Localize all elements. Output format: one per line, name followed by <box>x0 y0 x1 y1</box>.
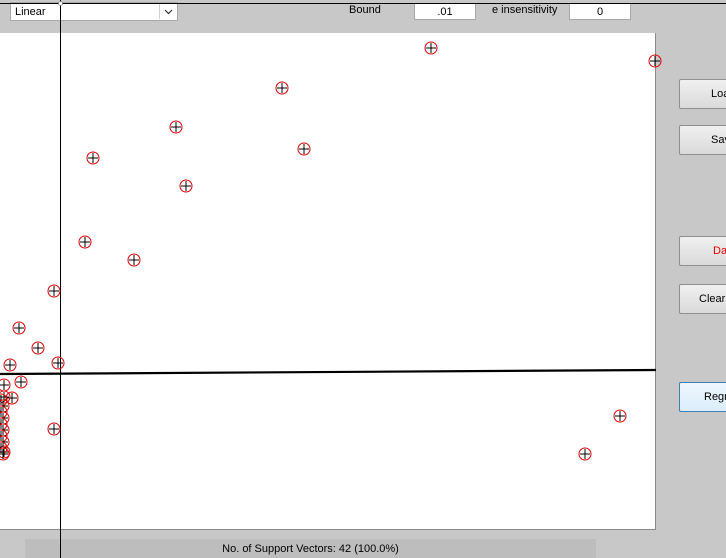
data-point-marker <box>127 253 141 267</box>
save-button[interactable]: Save <box>679 125 726 155</box>
epsilon-label: e insensitivity <box>492 4 558 16</box>
regress-button[interactable]: Regress <box>679 382 726 412</box>
data-point-marker <box>47 422 61 436</box>
data-point-marker <box>51 356 65 370</box>
data-point-marker <box>78 235 92 249</box>
data-point-marker <box>31 341 45 355</box>
status-bar: No. of Support Vectors: 42 (100.0%) <box>25 539 596 558</box>
data-point-marker <box>0 378 11 392</box>
clear-button[interactable]: Clear <box>679 284 726 314</box>
kernel-select[interactable]: Linear <box>10 2 178 21</box>
load-button[interactable]: Load <box>679 79 726 109</box>
data-points <box>0 41 662 461</box>
data-point-marker <box>14 375 28 389</box>
data-point-marker <box>275 81 289 95</box>
data-point-marker <box>179 179 193 193</box>
data-point-marker <box>169 120 183 134</box>
data-button[interactable]: Data <box>679 236 726 266</box>
data-point-marker <box>613 409 627 423</box>
kernel-select-value: Linear <box>15 5 46 18</box>
bound-label: Bound <box>349 4 381 16</box>
data-point-marker <box>12 321 26 335</box>
data-point-marker <box>5 391 19 405</box>
data-point-marker <box>578 447 592 461</box>
data-point-marker <box>3 358 17 372</box>
bound-input[interactable]: .01 <box>414 3 476 20</box>
data-point-marker <box>0 447 10 461</box>
plot-area[interactable] <box>0 33 656 530</box>
chevron-down-icon[interactable] <box>159 4 176 19</box>
regression-line <box>0 368 657 376</box>
data-point-marker <box>297 142 311 156</box>
axis-origin-dot <box>58 1 63 6</box>
data-point-marker <box>648 54 662 68</box>
data-point-marker <box>47 284 61 298</box>
data-point-marker <box>86 151 100 165</box>
support-vectors-status: No. of Support Vectors: 42 (100.0%) <box>222 542 399 555</box>
data-point-marker <box>424 41 438 55</box>
